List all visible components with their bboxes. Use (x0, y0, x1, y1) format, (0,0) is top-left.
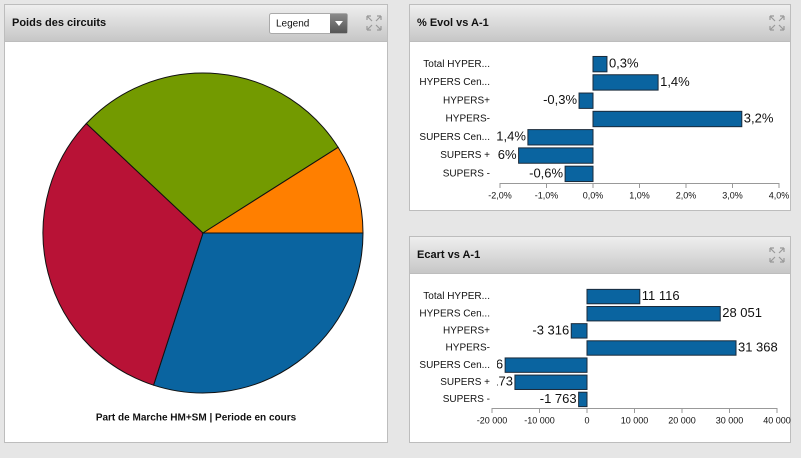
value-label: -1,6% (483, 147, 517, 162)
dropdown-arrow (335, 21, 343, 26)
panel: Ecart vs A-1 -20 000 -10 000 0 10 000 20 000 3… (409, 236, 791, 443)
bar (578, 92, 594, 109)
x-tick-label: 0 (584, 415, 589, 425)
category-label: SUPERS - (443, 394, 490, 405)
bar (592, 74, 659, 91)
bar (527, 129, 594, 146)
x-tick-label: -2,0% (488, 190, 512, 200)
panel-header (409, 236, 791, 274)
category-label: HYPERS+ (443, 95, 490, 106)
x-tick-label: 10 000 (621, 415, 649, 425)
pie-slice (152, 232, 364, 394)
bar (578, 391, 588, 408)
pie-slice (85, 72, 339, 234)
value-label: -3 316 (532, 322, 569, 337)
dropdown-label: Legend (276, 19, 309, 30)
dropdown-box[interactable] (269, 13, 348, 34)
panel-header (409, 4, 791, 42)
value-label: 1,4% (660, 74, 690, 89)
x-tick-label: 2,0% (676, 190, 697, 200)
x-tick-label: 4,0% (769, 190, 790, 200)
value-label: 0,3% (609, 56, 639, 71)
legend-dropdown[interactable]: Legend (269, 13, 348, 34)
value-label: 3,2% (744, 110, 774, 125)
category-label: SUPERS - (443, 168, 490, 179)
pie-slice (42, 122, 204, 386)
x-tick-label: 1,0% (629, 190, 650, 200)
panel-title: Poids des circuits (12, 17, 106, 29)
bar (504, 357, 588, 373)
panel: Poids des circuits Legend Part de Marche H… (4, 4, 388, 443)
bar (586, 306, 721, 322)
pie-caption: Part de Marche HM+SM | Periode en cours (96, 413, 297, 424)
expand-arrows (769, 247, 785, 263)
category-label: Total HYPER... (423, 59, 490, 70)
category-label: HYPERS Cen... (419, 77, 490, 88)
bar (514, 374, 588, 390)
value-label: -0,3% (543, 92, 577, 107)
bar (564, 165, 594, 183)
x-tick-label: 3,0% (722, 190, 743, 200)
category-label: SUPERS + (440, 377, 490, 388)
panel-title: Ecart vs A-1 (417, 249, 480, 261)
category-label: HYPERS Cen... (419, 308, 490, 319)
panel: % Evol vs A-1 -2,0% -1,0% 0,0% 1,0% 2,0% 3,0% 4… (409, 4, 791, 211)
category-label: Total HYPER... (423, 291, 490, 302)
expand-icon[interactable] (769, 247, 785, 263)
x-tick-label: 0,0% (583, 190, 604, 200)
category-label: SUPERS Cen... (419, 360, 490, 371)
value-label: 28 051 (722, 305, 762, 320)
x-tick-label: 20 000 (668, 415, 696, 425)
value-label: -1 763 (540, 391, 577, 406)
pie-slice (201, 146, 364, 234)
expand-arrows (366, 15, 382, 31)
bar (592, 55, 608, 73)
value-label: -0,6% (529, 165, 563, 180)
value-labels: 11 116 28 051 -3 316 31 368 -17 236 -15 173 -1… (459, 288, 778, 406)
value-label: -1,4% (492, 129, 526, 144)
category-label: HYPERS- (446, 343, 490, 354)
expand-icon[interactable] (769, 15, 785, 31)
x-tick-label: 40 000 (763, 415, 791, 425)
value-label: -17 236 (459, 357, 503, 372)
bar (518, 147, 594, 164)
panel-title: % Evol vs A-1 (417, 17, 489, 29)
value-label: -15 173 (469, 374, 513, 389)
value-label: 11 116 (642, 288, 680, 303)
x-tick-label: -10 000 (524, 415, 555, 425)
category-label: HYPERS+ (443, 325, 490, 336)
value-label: 31 368 (738, 339, 778, 354)
bar (592, 110, 743, 128)
category-label: SUPERS + (440, 150, 490, 161)
bar (570, 323, 588, 339)
expand-arrows (769, 15, 785, 31)
x-tick-label: 30 000 (716, 415, 744, 425)
bar (586, 288, 641, 305)
expand-icon[interactable] (366, 15, 382, 31)
x-tick-label: -20 000 (477, 415, 508, 425)
x-tick-label: -1,0% (535, 190, 559, 200)
category-label: HYPERS- (446, 114, 490, 125)
bar (586, 340, 737, 356)
value-labels: 0,3% 1,4% -0,3% 3,2% -1,4% -1,6% -0,6% (483, 56, 774, 181)
category-label: SUPERS Cen... (419, 132, 490, 143)
